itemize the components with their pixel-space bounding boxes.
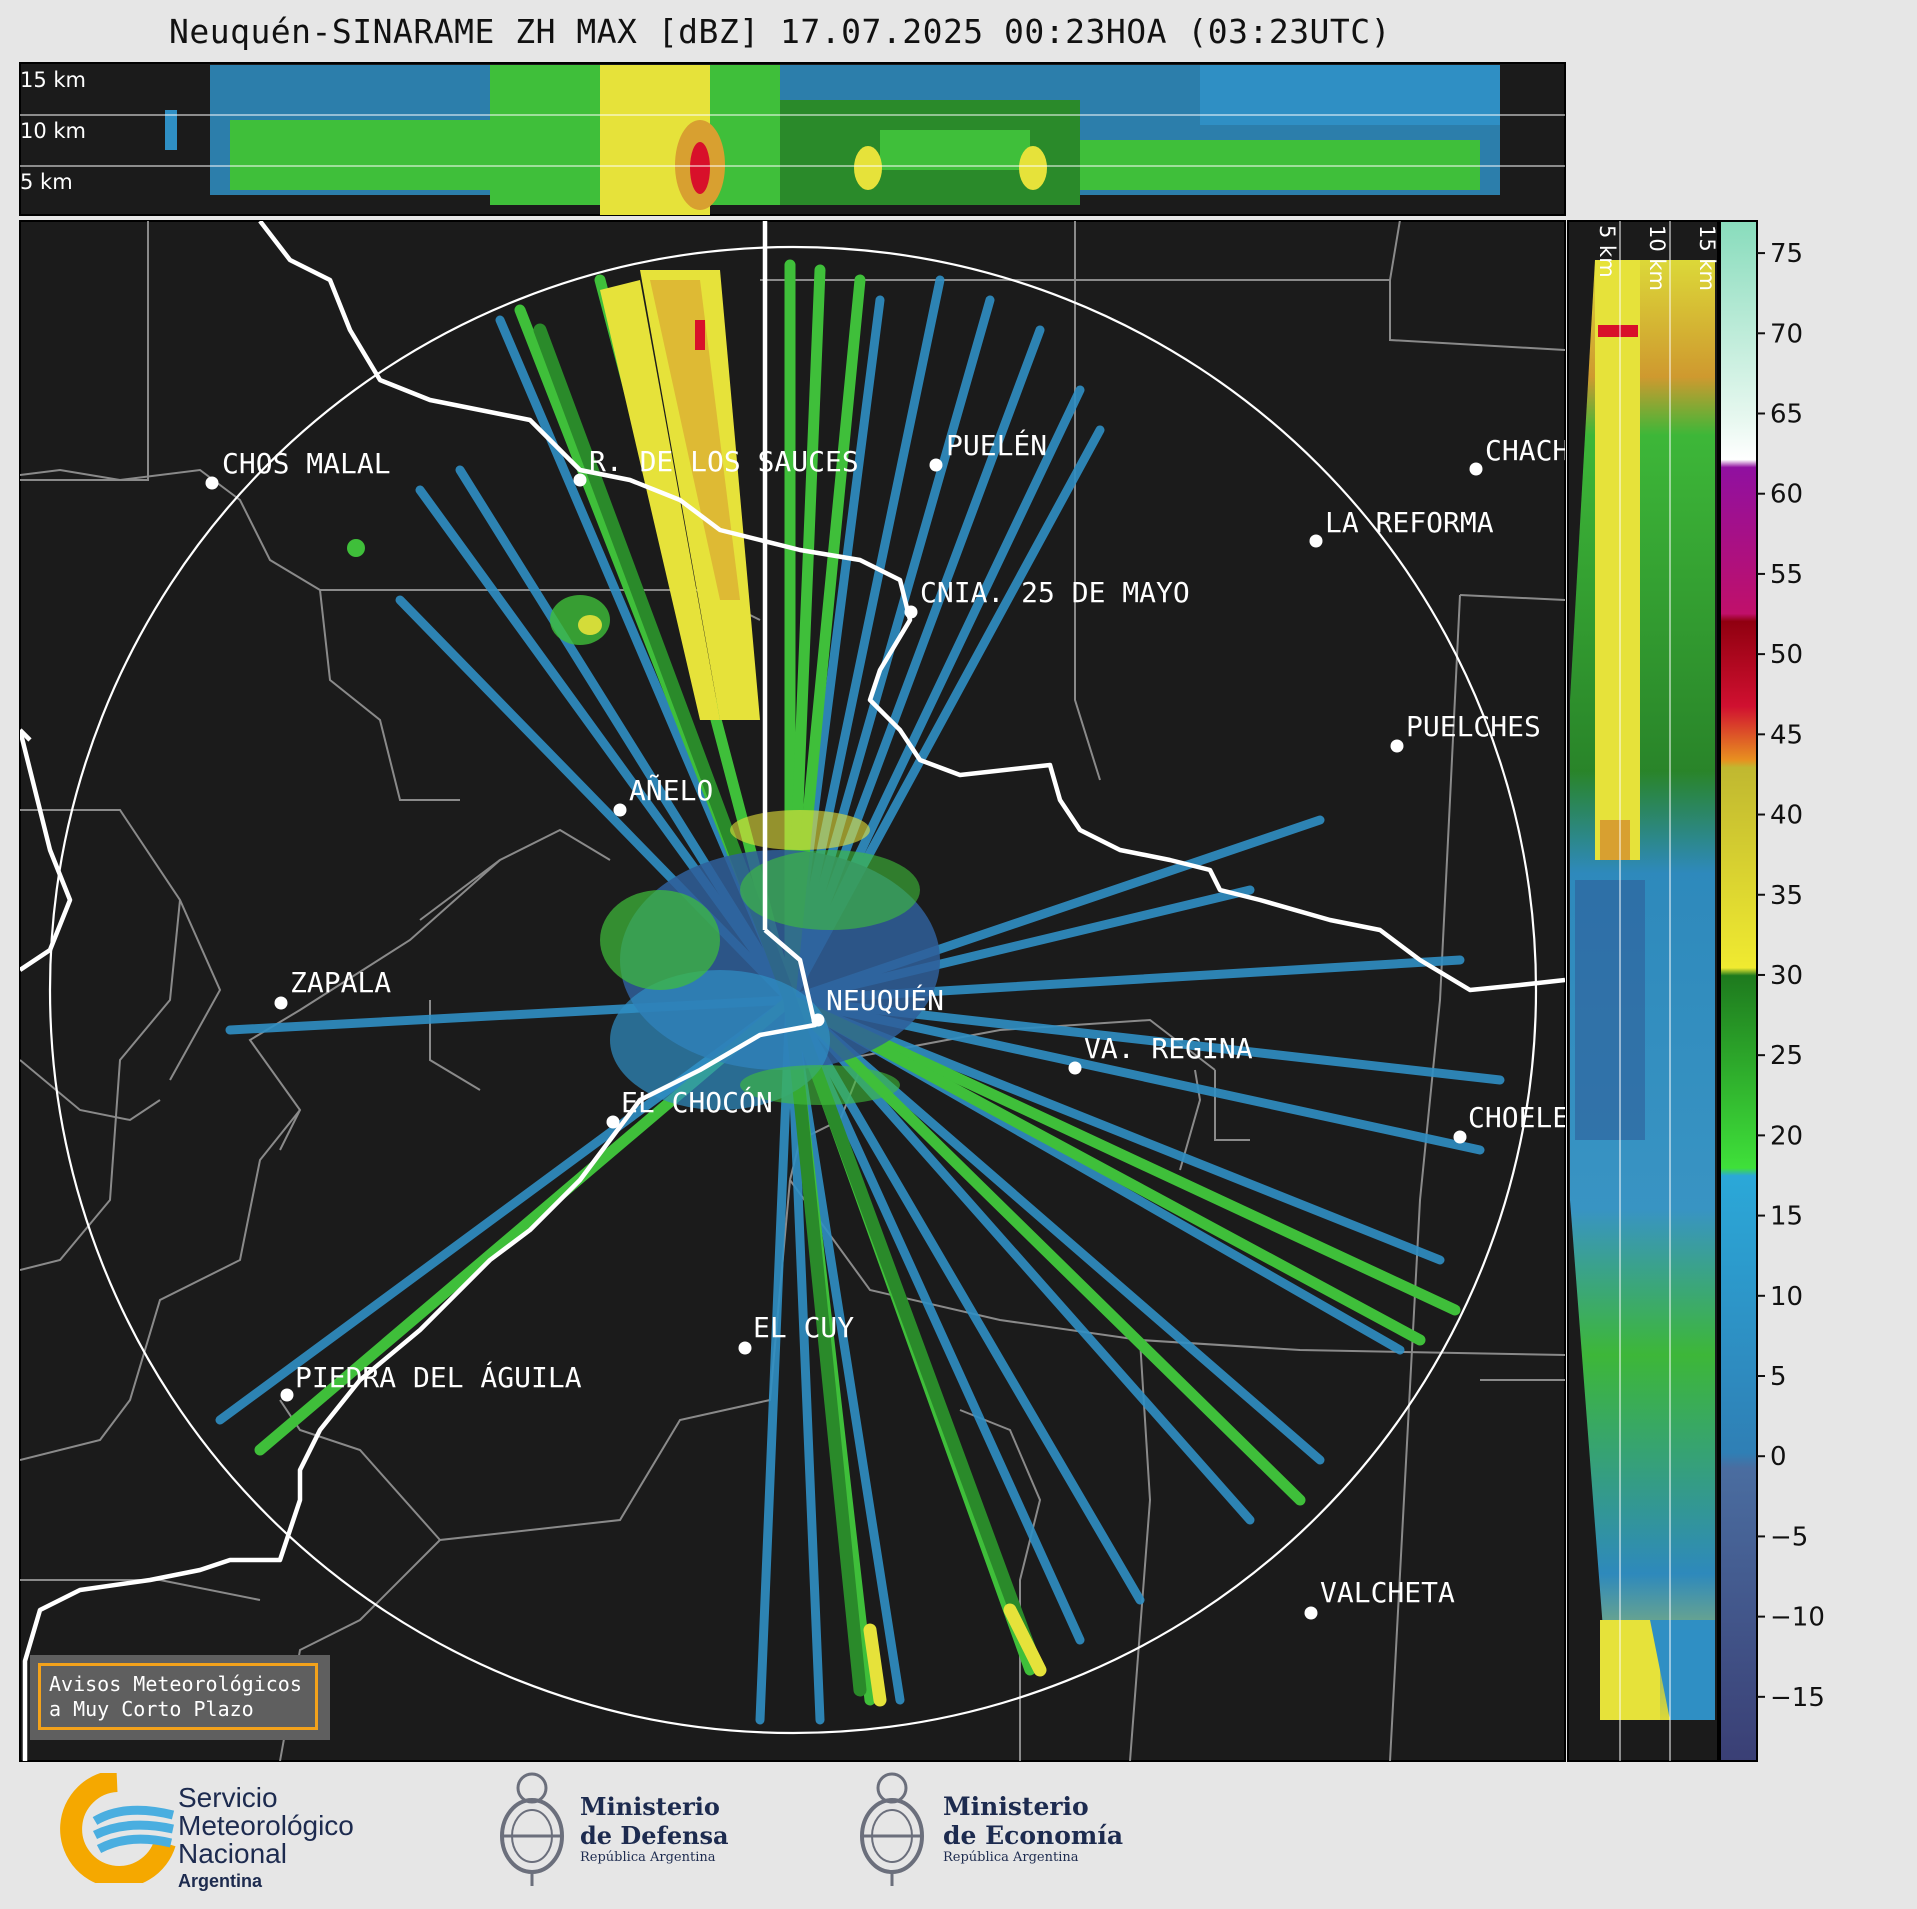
svg-text:PIEDRA DEL ÁGUILA: PIEDRA DEL ÁGUILA <box>295 1360 582 1394</box>
colorbar-tick-label: 20 <box>1770 1121 1803 1151</box>
colorbar-tick-label: 35 <box>1770 881 1803 911</box>
svg-text:CHOS MALAL: CHOS MALAL <box>222 447 391 480</box>
notice-line-2: a Muy Corto Plazo <box>49 1697 254 1721</box>
city-anelo: AÑELO <box>613 773 713 817</box>
smn-logo-mark-icon <box>60 1773 176 1883</box>
colorbar-tick-label: 55 <box>1770 560 1803 590</box>
side-cross-section-panel: 5 km 10 km 15 km <box>1567 220 1719 1762</box>
top-km-label-15: 15 km <box>20 68 86 92</box>
colorbar-tick-label: 30 <box>1770 961 1803 991</box>
colorbar-tick-label: 15 <box>1770 1202 1803 1232</box>
economia-line-2: de Economía <box>943 1821 1124 1850</box>
svg-text:R. DE LOS SAUCES: R. DE LOS SAUCES <box>589 445 859 478</box>
svg-text:CNIA. 25 DE MAYO: CNIA. 25 DE MAYO <box>920 576 1190 609</box>
defensa-line-1: Ministerio <box>580 1792 720 1821</box>
city-va-regina: VA. REGINA <box>1068 1032 1253 1075</box>
city-el-chocon: EL CHOCÓN <box>606 1085 773 1129</box>
defensa-logo: Ministerio de Defensa República Argentin… <box>495 1768 755 1888</box>
colorbar-tick-label: 60 <box>1770 480 1803 510</box>
city-chach: CHACH <box>1469 434 1569 476</box>
city-r-de-los-sauces: R. DE LOS SAUCES <box>573 445 859 487</box>
city-zapala: ZAPALA <box>274 966 391 1010</box>
svg-text:CHACH: CHACH <box>1485 434 1569 467</box>
colorbar-tick-label: 10 <box>1770 1282 1803 1312</box>
top-km-label-10: 10 km <box>20 119 86 143</box>
svg-text:NEUQUÉN: NEUQUÉN <box>826 983 944 1017</box>
range-ring <box>48 245 1538 1735</box>
colorbar-tick-label: 45 <box>1770 720 1803 750</box>
economia-line-3: República Argentina <box>943 1850 1079 1865</box>
coat-of-arms-icon <box>860 1772 924 1886</box>
radar-map-panel: CHOS MALAL R. DE LOS SAUCES PUELÉN CHACH… <box>19 220 1569 1762</box>
svg-text:VALCHETA: VALCHETA <box>1320 1576 1455 1609</box>
economia-line-1: Ministerio <box>943 1792 1089 1821</box>
top-km-label-5: 5 km <box>20 170 73 194</box>
colorbar-tick-label: 5 <box>1770 1362 1787 1392</box>
economia-logo: Ministerio de Economía República Argenti… <box>855 1768 1135 1888</box>
city-puelen: PUELÉN <box>929 428 1047 472</box>
svg-text:AÑELO: AÑELO <box>629 773 713 807</box>
city-choele: CHOELE <box>1453 1101 1569 1144</box>
notice-box: Avisos Meteorológicos a Muy Corto Plazo <box>30 1655 330 1740</box>
colorbar-tick-label: 0 <box>1770 1442 1787 1472</box>
city-la-reforma: LA REFORMA <box>1309 506 1494 548</box>
radar-echoes <box>215 259 1505 1725</box>
coat-of-arms-icon <box>500 1772 564 1886</box>
colorbar-tick-label: 50 <box>1770 640 1803 670</box>
map-title: Neuquén-SINARAME ZH MAX [dBZ] 17.07.2025… <box>168 12 1392 51</box>
colorbar-tick-label: 70 <box>1770 319 1803 349</box>
colorbar-tick-label: 65 <box>1770 400 1803 430</box>
svg-text:LA REFORMA: LA REFORMA <box>1325 506 1494 539</box>
svg-text:PUELCHES: PUELCHES <box>1406 710 1541 743</box>
colorbar-tick-label: −10 <box>1770 1603 1825 1633</box>
svg-text:VA. REGINA: VA. REGINA <box>1084 1032 1253 1065</box>
colorbar-tick-label: 75 <box>1770 239 1803 269</box>
top-cross-section-panel: 15 km 10 km 5 km <box>19 62 1566 216</box>
colorbar-tick-label: 25 <box>1770 1041 1803 1071</box>
defensa-line-2: de Defensa <box>580 1821 729 1850</box>
city-markers: CHOS MALAL R. DE LOS SAUCES PUELÉN CHACH… <box>205 428 1569 1620</box>
smn-name-line-1: Servicio <box>178 1782 278 1813</box>
top-cross-section-echoes <box>165 65 1500 215</box>
side-km-label-5: 5 km <box>1595 225 1619 278</box>
svg-text:PUELÉN: PUELÉN <box>946 428 1047 462</box>
city-piedra-del-aguila: PIEDRA DEL ÁGUILA <box>280 1360 582 1402</box>
city-el-cuy: EL CUY <box>738 1311 854 1355</box>
smn-name-line-3: Nacional <box>178 1838 287 1869</box>
colorbar-tick-label: −5 <box>1770 1522 1808 1552</box>
svg-text:EL CUY: EL CUY <box>753 1311 854 1344</box>
city-neuquen: NEUQUÉN <box>811 983 944 1027</box>
colorbar-tick-label: 40 <box>1770 801 1803 831</box>
province-boundaries <box>20 221 1565 1761</box>
svg-text:EL CHOCÓN: EL CHOCÓN <box>621 1085 773 1119</box>
svg-text:ZAPALA: ZAPALA <box>290 966 391 999</box>
city-puelches: PUELCHES <box>1390 710 1541 753</box>
side-km-label-10: 10 km <box>1645 225 1669 291</box>
city-valcheta: VALCHETA <box>1304 1576 1455 1620</box>
city-cnia-25-de-mayo: CNIA. 25 DE MAYO <box>904 576 1190 619</box>
smn-name-line-4: Argentina <box>178 1871 263 1891</box>
defensa-line-3: República Argentina <box>580 1850 716 1865</box>
svg-text:CHOELE: CHOELE <box>1468 1101 1569 1134</box>
city-chos-malal: CHOS MALAL <box>205 447 391 490</box>
side-cross-section-echoes <box>1570 260 1715 1720</box>
smn-name-line-2: Meteorológico <box>178 1810 354 1841</box>
side-km-label-15: 15 km <box>1695 225 1719 291</box>
colorbar-tick-label: −15 <box>1770 1683 1825 1713</box>
smn-logo: Servicio Meteorológico Nacional Argentin… <box>55 1768 395 1891</box>
notice-line-1: Avisos Meteorológicos <box>49 1672 302 1696</box>
